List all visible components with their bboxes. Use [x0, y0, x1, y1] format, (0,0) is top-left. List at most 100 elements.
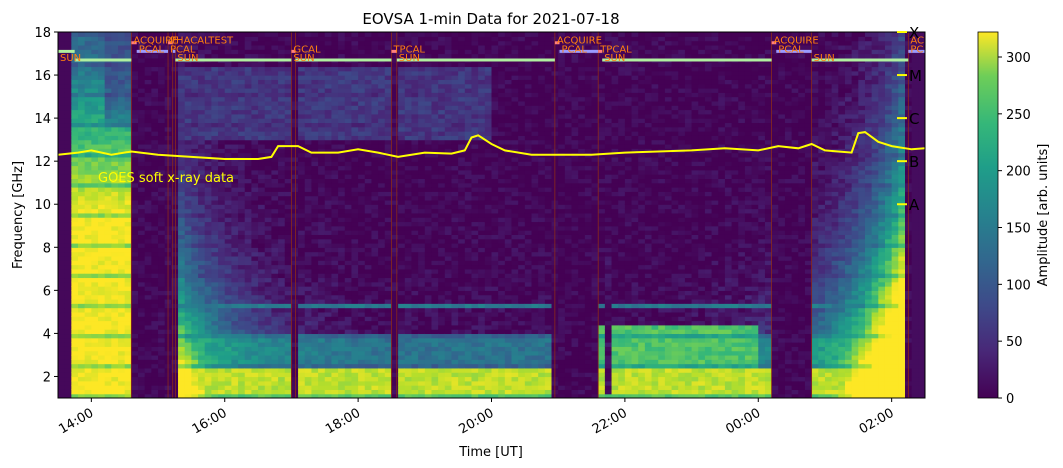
heatmap-cell	[391, 126, 399, 132]
heatmap-cell	[398, 298, 406, 304]
heatmap-cell	[251, 363, 259, 369]
heatmap-cell	[431, 212, 439, 218]
heatmap-cell	[438, 152, 446, 158]
heatmap-cell	[371, 333, 379, 339]
heatmap-cell	[331, 320, 339, 326]
heatmap-cell	[298, 242, 306, 248]
heatmap-cell	[338, 333, 346, 339]
heatmap-cell	[91, 316, 99, 322]
heatmap-cell	[431, 109, 439, 115]
heatmap-cell	[364, 354, 373, 360]
heatmap-cell	[58, 122, 66, 128]
heatmap-cell	[204, 273, 212, 279]
heatmap-cell	[104, 307, 112, 313]
heatmap-cell	[138, 143, 146, 149]
heatmap-cell	[84, 169, 92, 175]
heatmap-cell	[311, 281, 319, 287]
heatmap-cell	[98, 337, 106, 343]
heatmap-cell	[404, 367, 413, 373]
heatmap-cell	[318, 230, 326, 235]
heatmap-cell	[151, 178, 159, 184]
heatmap-cell	[358, 75, 366, 80]
heatmap-cell	[384, 36, 393, 42]
heatmap-cell	[418, 165, 426, 171]
heatmap-cell	[64, 393, 72, 398]
heatmap-cell	[331, 100, 339, 106]
heatmap-cell	[124, 320, 132, 326]
heatmap-cell	[438, 234, 446, 240]
heatmap-cell	[198, 277, 206, 283]
heatmap-cell	[298, 264, 306, 270]
heatmap-cell	[238, 385, 246, 390]
heatmap-cell	[298, 389, 306, 395]
heatmap-cell	[358, 135, 366, 141]
heatmap-cell	[311, 324, 319, 330]
heatmap-cell	[278, 187, 286, 192]
heatmap-cell	[64, 187, 72, 192]
heatmap-cell	[231, 79, 239, 85]
heatmap-cell	[251, 143, 259, 149]
heatmap-cell	[131, 212, 139, 218]
heatmap-cell	[258, 350, 266, 356]
heatmap-cell	[371, 311, 379, 317]
heatmap-cell	[211, 238, 219, 244]
heatmap-cell	[284, 277, 293, 283]
heatmap-cell	[418, 363, 426, 369]
heatmap-cell	[404, 109, 413, 115]
heatmap-cell	[238, 204, 246, 210]
heatmap-cell	[218, 268, 226, 274]
heatmap-cell	[411, 363, 419, 369]
heatmap-cell	[91, 70, 99, 76]
heatmap-cell	[418, 109, 426, 115]
heatmap-cell	[311, 135, 319, 141]
heatmap-cell	[424, 329, 433, 335]
heatmap-cell	[351, 333, 359, 339]
heatmap-cell	[118, 221, 126, 227]
heatmap-cell	[438, 79, 446, 85]
heatmap-cell	[124, 316, 132, 322]
heatmap-cell	[111, 122, 119, 128]
heatmap-cell	[124, 199, 132, 205]
heatmap-cell	[298, 359, 306, 365]
heatmap-cell	[198, 333, 206, 339]
heatmap-cell	[318, 380, 326, 386]
heatmap-cell	[118, 238, 126, 244]
heatmap-cell	[391, 380, 399, 386]
heatmap-cell	[151, 342, 159, 347]
heatmap-cell	[384, 212, 393, 218]
heatmap-cell	[84, 212, 92, 218]
heatmap-cell	[71, 337, 79, 343]
heatmap-cell	[278, 49, 286, 55]
heatmap-cell	[91, 53, 99, 59]
heatmap-cell	[424, 87, 433, 93]
heatmap-cell	[391, 286, 399, 291]
heatmap-cell	[298, 195, 306, 201]
heatmap-cell	[351, 199, 359, 205]
heatmap-cell	[378, 195, 386, 201]
heatmap-cell	[244, 105, 253, 111]
heatmap-cell	[411, 273, 419, 279]
heatmap-cell	[298, 53, 306, 59]
heatmap-cell	[91, 126, 99, 132]
heatmap-cell	[78, 329, 86, 335]
heatmap-cell	[418, 148, 426, 154]
heatmap-cell	[238, 333, 246, 339]
heatmap-cell	[351, 204, 359, 210]
heatmap-cell	[338, 294, 346, 300]
heatmap-cell	[438, 389, 446, 395]
heatmap-cell	[364, 122, 373, 128]
heatmap-cell	[151, 359, 159, 365]
heatmap-cell	[131, 273, 139, 279]
heatmap-cell	[431, 135, 439, 141]
heatmap-cell	[111, 143, 119, 149]
heatmap-cell	[198, 105, 206, 111]
heatmap-cell	[78, 260, 86, 266]
heatmap-cell	[151, 346, 159, 352]
heatmap-cell	[278, 92, 286, 98]
heatmap-cell	[324, 208, 333, 214]
heatmap-cell	[191, 49, 199, 55]
heatmap-cell	[204, 346, 212, 352]
heatmap-cell	[144, 165, 152, 171]
heatmap-cell	[204, 393, 212, 398]
heatmap-cell	[384, 79, 393, 85]
